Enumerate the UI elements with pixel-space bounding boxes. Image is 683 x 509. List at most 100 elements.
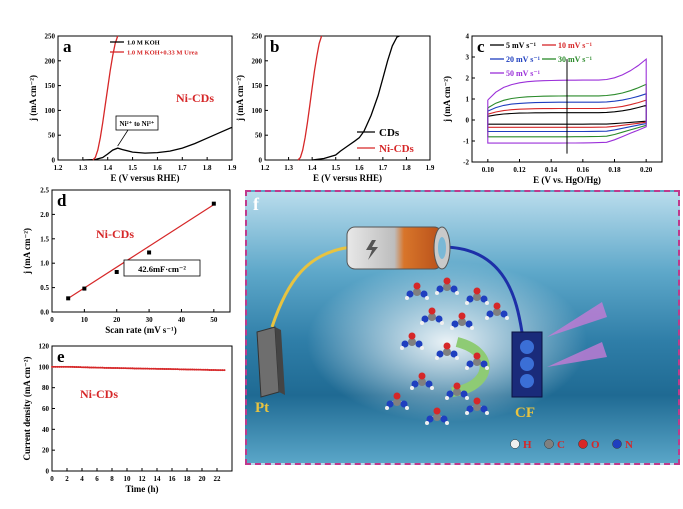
y-tick-label: 0.5 — [40, 284, 49, 292]
data-point — [84, 366, 87, 369]
data-point — [159, 367, 162, 370]
x-tick-label: 2 — [65, 475, 69, 483]
urea-molecule — [465, 397, 489, 415]
data-point — [204, 368, 207, 371]
data-point — [129, 367, 132, 370]
y-tick-label: 0 — [46, 468, 50, 476]
wire-blue — [441, 245, 524, 333]
x-axis-label: Scan rate (mV s⁻¹) — [105, 325, 177, 335]
data-point — [157, 367, 160, 370]
legend-label: 5 mV s⁻¹ — [506, 41, 537, 50]
x-tick-label: 12 — [139, 475, 147, 483]
annotation-box — [115, 115, 159, 131]
legend-atom-label: O — [591, 439, 600, 451]
x-tick-label: 1.8 — [402, 164, 411, 172]
data-point — [69, 365, 72, 368]
y-tick-label: -1 — [463, 138, 469, 146]
data-point — [96, 366, 98, 369]
y-tick-label: 3 — [466, 54, 470, 62]
y-tick-label: 100 — [252, 107, 263, 115]
series-line-1 — [92, 35, 119, 161]
y-tick-label: 0.0 — [40, 309, 49, 317]
data-point — [88, 366, 91, 369]
x-tick-label: 0.20 — [640, 166, 653, 174]
x-tick-label: 1.7 — [178, 164, 187, 172]
data-point — [163, 368, 166, 371]
data-point — [217, 369, 220, 372]
data-point — [165, 368, 168, 371]
data-point — [180, 368, 183, 371]
panel-label: e — [57, 347, 65, 366]
panel-label: d — [57, 191, 67, 210]
legend-label: 10 mV s⁻¹ — [558, 41, 593, 50]
cv-loop-50 — [487, 57, 647, 144]
urea-molecule — [435, 277, 459, 295]
legend-atom-C — [544, 439, 554, 449]
annotation-material: Ni-CDs — [96, 227, 134, 241]
data-point — [73, 366, 76, 369]
x-tick-label: 1.3 — [78, 164, 87, 172]
x-tick-label: 0.18 — [608, 166, 621, 174]
data-point — [195, 368, 198, 371]
chart-c: 0.10 0.12 0.14 0.16 0.18 0.20 -2 -1 0 1 2 3 4 E (V vs… — [442, 33, 663, 185]
y-axis-label: j (mA cm⁻²) — [22, 228, 32, 275]
data-point — [58, 365, 61, 368]
light-beam-1 — [547, 302, 607, 337]
data-point — [120, 367, 123, 370]
y-tick-label: 150 — [45, 82, 56, 90]
legend-label: CDs — [379, 127, 400, 139]
data-point — [122, 367, 125, 370]
series-line-0 — [312, 35, 400, 161]
legend-label: 50 mV s⁻¹ — [506, 69, 541, 78]
data-point — [184, 368, 187, 371]
capacitance-value: 42.6mF·cm⁻² — [138, 264, 186, 274]
chart-d: 0 10 20 30 40 50 0.0 0.5 1.0 1.5 2.0 2.5 Scan rate (… — [22, 187, 231, 335]
data-point — [67, 365, 70, 368]
y-tick-label: -2 — [463, 159, 469, 167]
y-tick-label: 200 — [45, 57, 56, 65]
urea-molecule — [425, 407, 449, 425]
data-point — [212, 368, 215, 371]
data-point — [114, 366, 117, 369]
data-point — [161, 367, 164, 370]
data-point — [82, 286, 87, 291]
data-point — [62, 365, 65, 368]
x-tick-label: 0.16 — [577, 166, 590, 174]
x-tick-label: 18 — [184, 475, 192, 483]
y-tick-label: 40 — [42, 426, 50, 434]
y-tick-label: 80 — [42, 384, 50, 392]
data-point — [90, 366, 93, 369]
annotation-redox: Ni²⁺ to Ni³⁺ — [120, 120, 155, 128]
x-tick-label: 1.4 — [308, 164, 317, 172]
data-point — [116, 366, 119, 369]
wire-yellow — [270, 245, 353, 328]
data-point — [191, 368, 194, 371]
reaction-arrow — [451, 337, 490, 397]
data-point — [97, 366, 100, 369]
x-tick-label: 1.2 — [54, 164, 63, 172]
data-point — [146, 367, 149, 370]
x-tick-label: 1.8 — [203, 164, 212, 172]
annotation-arrow — [117, 129, 129, 147]
data-point — [171, 368, 173, 371]
series-line-0 — [82, 126, 233, 161]
urea-molecule — [465, 352, 489, 370]
data-point — [79, 366, 82, 369]
x-tick-label: 1.2 — [261, 164, 270, 172]
x-tick-label: 6 — [95, 475, 99, 483]
data-point — [208, 368, 211, 371]
urea-molecule — [400, 332, 424, 350]
data-point — [219, 369, 222, 372]
legend-atom-label: C — [557, 439, 565, 451]
data-point — [124, 367, 127, 370]
schematic-svg: Pt CF H C O N — [255, 226, 633, 451]
x-tick-label: 0.14 — [545, 166, 558, 174]
x-tick-label: 16 — [169, 475, 177, 483]
data-point — [167, 368, 170, 371]
x-tick-label: 10 — [81, 316, 89, 324]
data-point — [152, 367, 155, 370]
fit-line — [67, 204, 215, 299]
y-tick-label: 250 — [252, 33, 263, 41]
light-beam-2 — [547, 342, 607, 367]
data-point — [148, 367, 151, 370]
